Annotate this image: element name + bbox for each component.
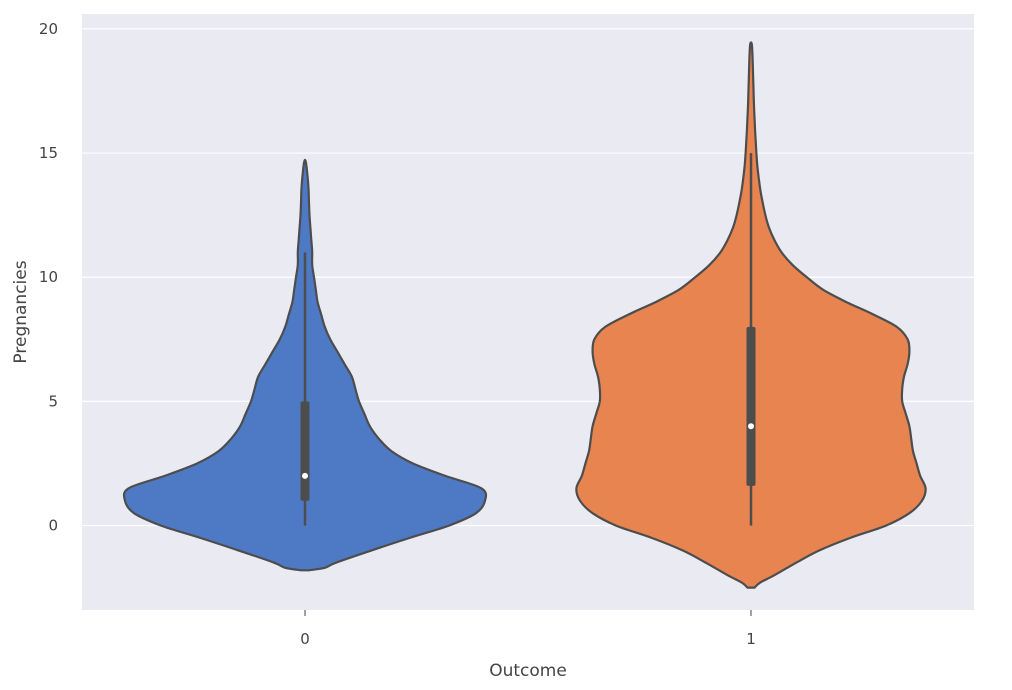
- x-tick-label: 1: [746, 630, 756, 648]
- x-axis-title: Outcome: [489, 661, 567, 681]
- y-axis-title: Pregnancies: [11, 260, 31, 363]
- y-tick-label: 10: [39, 268, 58, 286]
- y-tick-label: 15: [39, 144, 58, 162]
- x-tick-label: 0: [300, 630, 310, 648]
- violin-iqr-box: [747, 327, 756, 486]
- violin-median-dot: [302, 473, 308, 479]
- y-tick-label: 20: [39, 20, 58, 38]
- violin-iqr-box: [301, 401, 310, 500]
- y-tick-label: 5: [48, 392, 58, 410]
- violin-median-dot: [748, 423, 754, 429]
- y-tick-label: 0: [48, 517, 58, 535]
- y-axis-ticks: 0 5 10 15 20: [39, 20, 58, 535]
